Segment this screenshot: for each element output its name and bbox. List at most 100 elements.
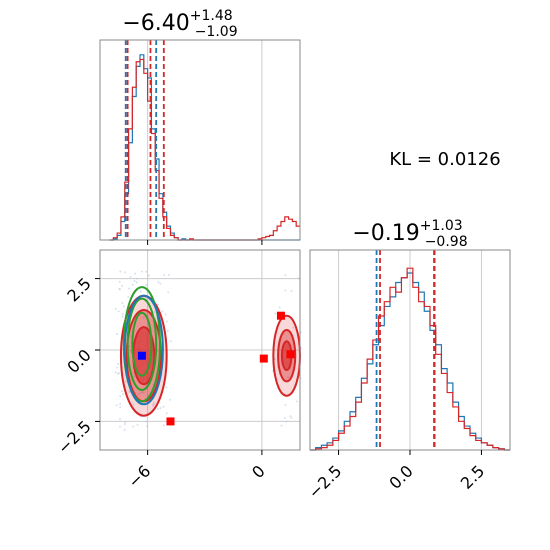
point-marker [259,354,268,363]
scatter-point [119,402,122,405]
scatter-point [118,418,121,421]
scatter-point [145,284,148,287]
scatter-point [154,317,157,320]
scatter-point [152,402,155,405]
scatter-point [147,274,150,277]
scatter-point [129,275,132,278]
scatter-point [142,391,145,394]
scatter-point [123,428,126,431]
scatter-point [161,310,164,313]
scatter-point [167,273,170,276]
scatter-point [123,305,126,308]
scatter-point [167,291,170,294]
scatter-point [119,270,122,273]
scatter-point [119,406,122,409]
top-title-sup: +1.48 [190,8,233,24]
point-marker [286,350,295,359]
scatter-point [133,375,136,378]
point-marker [276,311,285,320]
scatter-point [145,425,148,428]
scatter-point [132,403,135,406]
scatter-point [121,285,124,288]
scatter-point [146,394,149,397]
top-title-value: −6.40 [122,11,189,36]
marginal-bottom-right-panel: −2.5 0.0 2.5 [304,249,511,502]
scatter-point [117,310,120,313]
scatter-point [278,306,281,309]
scatter-point [162,424,165,427]
scatter-point [274,312,277,315]
y-tick-label: 0.0 [63,345,94,376]
scatter-point [151,404,154,407]
scatter-point [157,281,160,284]
scatter-point [119,395,122,398]
scatter-point [297,277,300,280]
x-tick-label: 0.0 [385,461,416,492]
scatter-point [133,280,136,283]
y-tick-label: 2.5 [63,274,94,305]
scatter-point [128,390,131,393]
point-marker [137,351,146,360]
scatter-point [157,303,160,306]
scatter-point [114,371,117,374]
scatter-point [134,272,137,275]
scatter-point [166,329,169,332]
scatter-point [284,289,287,292]
scatter-point [159,282,162,285]
scatter-point [169,340,172,343]
histogram-series-1 [109,58,300,241]
scatter-point [120,389,123,392]
point-marker [166,417,175,426]
scatter-point [117,372,120,375]
scatter-point [163,274,166,277]
scatter-point [285,420,288,423]
scatter-point [290,289,293,292]
scatter-point [295,400,298,403]
contour-2-level-0 [123,294,164,406]
scatter-point [165,386,168,389]
scatter-point [122,393,125,396]
scatter-point [141,391,144,394]
y-tick-label: −2.5 [54,417,95,458]
contour-1-level-2 [131,311,153,377]
scatter-point [118,425,121,428]
x-tick-label: 2.5 [457,461,488,492]
bottom-panel-title: −0.19+1.03 −0.98 [352,218,467,250]
scatter-point [292,326,295,329]
scatter-point [115,332,118,335]
scatter-point [283,416,286,419]
scatter-point [159,407,162,410]
scatter-point [114,307,117,310]
scatter-point [142,316,145,319]
scatter-point [123,271,126,274]
scatter-point [123,423,126,426]
marginal-top-panel [99,39,301,245]
scatter-point [121,313,124,316]
scatter-point [290,416,293,419]
x-tick-label: 0 [248,461,269,482]
scatter-point [132,425,135,428]
scatter-point [274,357,277,360]
bottom-title-sub: −0.98 [425,234,468,250]
x-tick-label: −6 [124,461,154,491]
scatter-point [118,280,121,283]
scatter-point [284,403,287,406]
scatter-point [164,313,167,316]
scatter-point [135,281,138,284]
scatter-point [130,335,133,338]
scatter-point [145,420,148,423]
scatter-point [145,270,148,273]
scatter-point [280,424,283,427]
scatter-point [165,412,168,415]
x-tick-label: −2.5 [304,461,345,502]
scatter-point [140,270,143,273]
scatter-point [137,393,140,396]
joint-scatter-panel: −6 0 2.5 0.0 −2.5 [54,249,302,492]
bottom-title-value: −0.19 [352,221,419,246]
scatter-point [131,283,134,286]
contour-1-level-0 [122,286,161,403]
top-title-sub: −1.09 [195,24,238,40]
scatter-point [139,290,142,293]
scatter-point [162,405,165,408]
